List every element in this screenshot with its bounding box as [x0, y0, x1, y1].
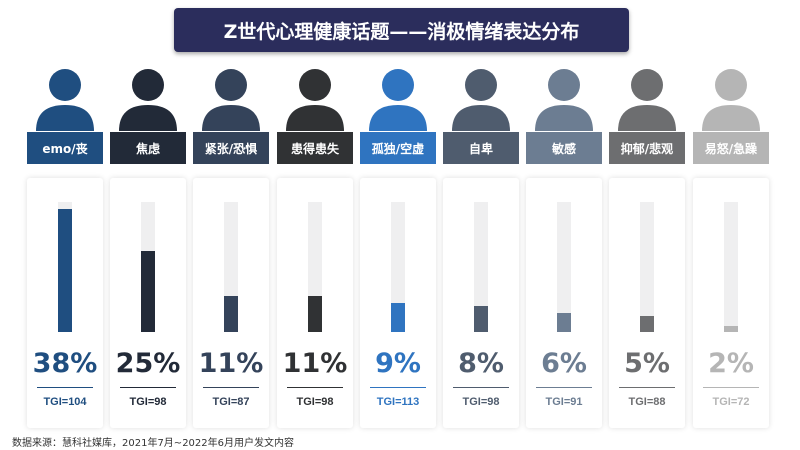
divider	[120, 387, 176, 388]
bar-track	[557, 202, 571, 332]
category-label: emo/丧	[27, 132, 103, 164]
percent-label: 11%	[282, 348, 348, 379]
percent-label: 9%	[375, 348, 421, 379]
person-head	[132, 69, 164, 101]
bar-track	[58, 202, 72, 332]
person-icon	[202, 69, 260, 131]
tgi-label: TGI=98	[129, 396, 167, 408]
tgi-label: TGI=98	[462, 396, 500, 408]
bar-track	[308, 202, 322, 332]
person-icon	[535, 69, 593, 131]
category-label: 紧张/恐惧	[193, 132, 269, 164]
category-label: 抑郁/悲观	[609, 132, 685, 164]
divider	[287, 387, 343, 388]
bar	[141, 250, 155, 332]
category-card: 11% TGI=98	[277, 178, 353, 428]
person-head	[631, 69, 663, 101]
person-icon	[119, 69, 177, 131]
person-icon	[618, 69, 676, 131]
person-head	[465, 69, 497, 101]
category-label: 孤独/空虚	[360, 132, 436, 164]
bar-track	[474, 202, 488, 332]
tgi-label: TGI=72	[712, 396, 750, 408]
bar	[58, 208, 72, 332]
tgi-label: TGI=87	[212, 396, 250, 408]
person-body	[286, 105, 344, 131]
percent-label: 2%	[708, 348, 754, 379]
chart-title: Z世代心理健康话题——消极情绪表达分布	[174, 8, 629, 52]
tgi-label: TGI=91	[545, 396, 583, 408]
percent-label: 25%	[115, 348, 181, 379]
category-label: 敏感	[526, 132, 602, 164]
bar	[224, 296, 238, 332]
divider	[619, 387, 675, 388]
person-icon	[369, 69, 427, 131]
percent-label: 11%	[198, 348, 264, 379]
person-body	[369, 105, 427, 131]
tgi-label: TGI=104	[43, 396, 87, 408]
bar	[474, 306, 488, 332]
person-body	[119, 105, 177, 131]
divider	[370, 387, 426, 388]
percent-label: 38%	[32, 348, 98, 379]
percent-label: 5%	[624, 348, 670, 379]
person-body	[535, 105, 593, 131]
category-label: 患得患失	[277, 132, 353, 164]
person-body	[452, 105, 510, 131]
percent-label: 8%	[458, 348, 504, 379]
person-icon	[452, 69, 510, 131]
tgi-label: TGI=113	[376, 396, 420, 408]
category-label: 易怒/急躁	[693, 132, 769, 164]
tgi-label: TGI=88	[628, 396, 666, 408]
person-head	[215, 69, 247, 101]
category-card: 6% TGI=91	[526, 178, 602, 428]
person-body	[702, 105, 760, 131]
bar-track	[724, 202, 738, 332]
data-source-note: 数据来源：慧科社媒库，2021年7月~2022年6月用户发文内容	[12, 438, 295, 449]
person-head	[715, 69, 747, 101]
person-body	[202, 105, 260, 131]
person-head	[49, 69, 81, 101]
bar	[640, 315, 654, 332]
person-icon	[286, 69, 344, 131]
category-label: 自卑	[443, 132, 519, 164]
category-card: 9% TGI=113	[360, 178, 436, 428]
person-head	[548, 69, 580, 101]
bar-track	[141, 202, 155, 332]
category-card: 8% TGI=98	[443, 178, 519, 428]
category-label: 焦虑	[110, 132, 186, 164]
person-icon	[36, 69, 94, 131]
category-card: 5% TGI=88	[609, 178, 685, 428]
bar	[308, 296, 322, 332]
percent-label: 6%	[541, 348, 587, 379]
person-head	[299, 69, 331, 101]
divider	[453, 387, 509, 388]
category-card: 25% TGI=98	[110, 178, 186, 428]
category-card: 2% TGI=72	[693, 178, 769, 428]
divider	[37, 387, 93, 388]
category-card: 11% TGI=87	[193, 178, 269, 428]
divider	[203, 387, 259, 388]
divider	[536, 387, 592, 388]
bar-track	[640, 202, 654, 332]
person-body	[36, 105, 94, 131]
bar	[557, 312, 571, 332]
person-icon	[702, 69, 760, 131]
category-card: 38% TGI=104	[27, 178, 103, 428]
bar	[391, 302, 405, 332]
bar	[724, 325, 738, 332]
person-body	[618, 105, 676, 131]
divider	[703, 387, 759, 388]
tgi-label: TGI=98	[296, 396, 334, 408]
person-head	[382, 69, 414, 101]
bar-track	[391, 202, 405, 332]
bar-track	[224, 202, 238, 332]
